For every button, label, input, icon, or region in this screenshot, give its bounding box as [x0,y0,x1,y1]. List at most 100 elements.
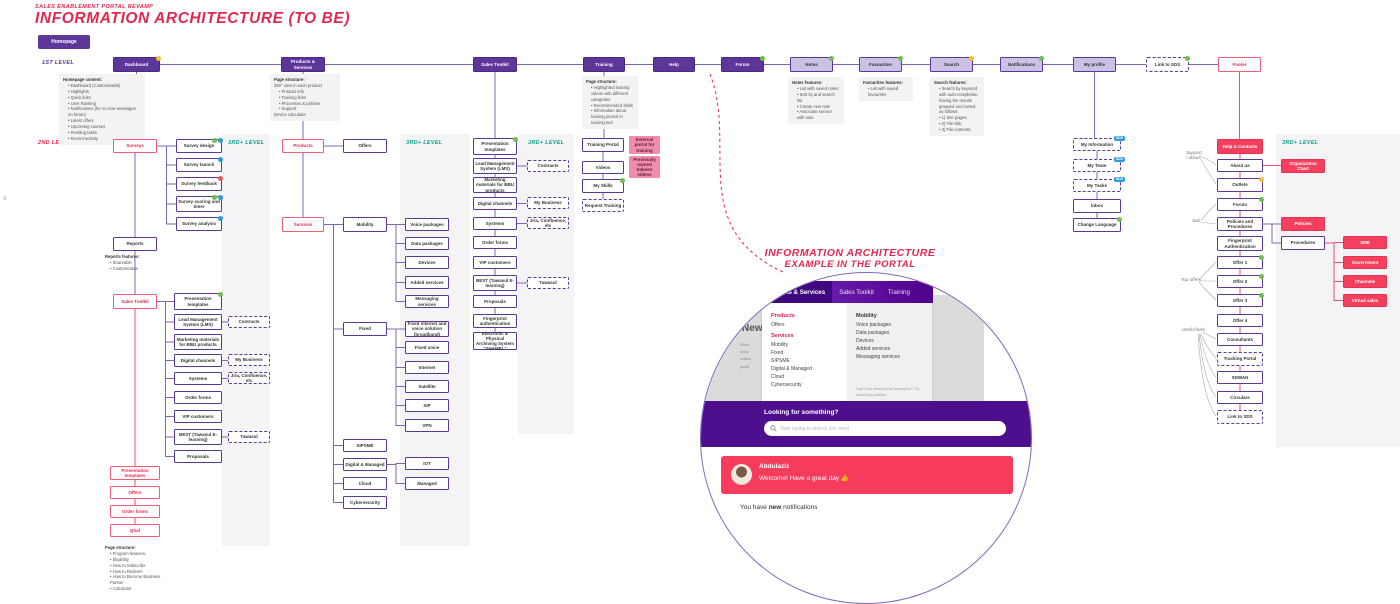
node-helpc[interactable]: Help & Contacts [1217,139,1263,154]
node-sipsme[interactable]: SIPSME [343,439,387,452]
node-fvoice[interactable]: Fixed voice [405,341,449,354]
node-forumf[interactable]: Forum [1217,196,1264,211]
node-offer1[interactable]: Offer 1 [1217,254,1264,269]
node-of3[interactable]: Order forms [473,236,517,249]
node-msg[interactable]: Messaging services [405,295,449,308]
node-offer2[interactable]: Offer 2 [1217,273,1264,288]
menu-item[interactable]: Messaging services [856,354,900,360]
node-internet[interactable]: Internet [405,361,449,374]
node-cloud[interactable]: Cloud [343,477,387,490]
node-footer[interactable]: Footer [1218,57,1261,72]
node-surveys[interactable]: Surveys [113,139,157,153]
node-orgchart[interactable]: Organization Chart [1281,159,1325,173]
node-mkt2[interactable]: Marketing materials for BBU products [174,334,222,350]
menu-item[interactable]: Fixed [771,350,784,356]
node-satellite[interactable]: Satellite [405,380,449,393]
node-best2[interactable]: BEST (Tawasul E-learning) [174,429,222,445]
node-offer4[interactable]: Offer 4 [1217,314,1263,327]
node-offer3[interactable]: Offer 3 [1217,292,1264,307]
node-survey-launch[interactable]: Survey launch [176,156,223,172]
node-mkt3[interactable]: Marketing materials for BBU products [473,177,517,193]
node-datap[interactable]: Data packages [405,237,449,250]
node-changelang[interactable]: Change Language [1073,216,1122,232]
node-best3[interactable]: BEST (Tawasul E-learning) [473,275,517,291]
node-added[interactable]: Added services [405,276,449,289]
node-vip2[interactable]: VIP customers [174,410,222,423]
node-offers-red[interactable]: Offers [110,486,160,499]
node-mybiz3[interactable]: My Business [527,197,569,209]
node-notifications[interactable]: Notifications [1000,55,1044,72]
node-sdwan[interactable]: SDWAN [1217,371,1263,384]
node-outlets[interactable]: Outlets [1217,176,1264,192]
menu-item[interactable]: Digital & Managed [771,366,812,372]
node-survey-feedback[interactable]: Survey feedback [176,175,223,191]
node-services[interactable]: Services [282,217,324,232]
node-procedures[interactable]: Procedures [1281,236,1325,250]
node-search[interactable]: Search [930,55,974,72]
node-devices[interactable]: Devices [405,256,449,269]
node-offers-p[interactable]: Offers [343,139,387,153]
node-pt2[interactable]: Presentation templates [174,291,223,310]
node-jira2[interactable]: Jira, Confluence, etc [228,372,270,384]
node-polproc[interactable]: Policies and Procedures [1217,217,1263,231]
node-sys2[interactable]: Systems [174,372,222,385]
node-circulars[interactable]: Circulars [1217,391,1263,404]
node-lms2[interactable]: Lead Management System (LMS) [174,314,222,330]
node-myinfo[interactable]: My Information SDS [1073,135,1125,151]
node-sales-toolkit-2[interactable]: Sales Toolkit [113,294,157,309]
node-notes[interactable]: Notes [790,55,834,72]
menu-item[interactable]: SIPSME [771,358,790,364]
node-tportal[interactable]: Training Portal [582,138,624,152]
example-tab-products-services[interactable]: Products & Services [758,281,833,303]
node-inbox[interactable]: Inbox [1073,199,1121,213]
node-cyber[interactable]: Cybersecurity [343,496,387,509]
node-survey-scoring[interactable]: Survey scoring and timer [176,194,223,212]
node-help[interactable]: Help [653,57,695,72]
node-products-services[interactable]: Products & Services [281,57,325,72]
node-survey-design[interactable]: Survey design [176,137,223,153]
node-link-to-sds[interactable]: Link to SDS [1146,55,1190,72]
node-voice[interactable]: Voice packages [405,218,449,231]
node-jira3[interactable]: Jira, Confluence, etc [527,217,569,229]
node-fixed[interactable]: Fixed [343,322,387,336]
menu-item[interactable]: Offers [771,322,785,328]
node-mybiz2[interactable]: My Business [228,354,270,366]
node-managed[interactable]: Managed [405,477,449,490]
node-trackp[interactable]: Tracking Portal [1217,352,1263,366]
menu-item[interactable]: Voice packages [856,322,892,328]
node-contracts3[interactable]: Contracts [527,160,569,172]
node-aboutus[interactable]: About us [1217,159,1263,172]
node-pt-red[interactable]: Presentation templates [110,466,160,480]
node-products[interactable]: Products [282,139,324,153]
node-myteam[interactable]: My Team SDS [1073,156,1125,172]
node-ext-note[interactable]: External portal for training [629,136,660,154]
menu-item[interactable]: Data packages [856,330,890,336]
node-sme[interactable]: SME [1343,236,1387,249]
node-fint[interactable]: Fixed internet and voice solution (broad… [405,321,449,337]
menu-item[interactable]: Cloud [771,374,785,380]
menu-item[interactable]: Devices [856,338,874,344]
menu-item[interactable]: Added services [856,346,891,352]
node-mytasks[interactable]: My Tasks SDS [1073,176,1125,192]
node-arch3[interactable]: Electronic & Physical Archiving System "… [473,331,517,351]
homepage-button[interactable]: Homepage [38,35,90,49]
node-contracts2[interactable]: Contracts [228,316,270,328]
node-of2[interactable]: Order forms [174,391,222,404]
node-prop3[interactable]: Proposals [473,295,517,308]
node-digman[interactable]: Digital & Managed [343,458,387,471]
node-reqtrain[interactable]: Request Training [582,199,624,212]
node-videos[interactable]: Videos [582,161,624,174]
node-prop2[interactable]: Proposals [174,450,222,463]
example-tab-sales-toolkit[interactable]: Sales Toolkit [839,288,874,296]
menu-item[interactable]: Mobility [771,342,788,348]
node-sys3[interactable]: Systems [473,217,517,230]
node-chan[interactable]: Channels [1343,275,1387,288]
node-lms3[interactable]: Lead Management System (LMS) [473,158,517,174]
node-vip3[interactable]: VIP customers [473,256,517,269]
node-policies[interactable]: Policies [1281,217,1325,231]
node-tawasul2[interactable]: Tawasul [228,431,270,443]
node-forum[interactable]: Forum [721,55,765,72]
node-reports[interactable]: Reports [113,237,157,251]
node-linksds2[interactable]: Link to SDS [1217,410,1263,424]
node-sip[interactable]: SIP [405,399,449,412]
